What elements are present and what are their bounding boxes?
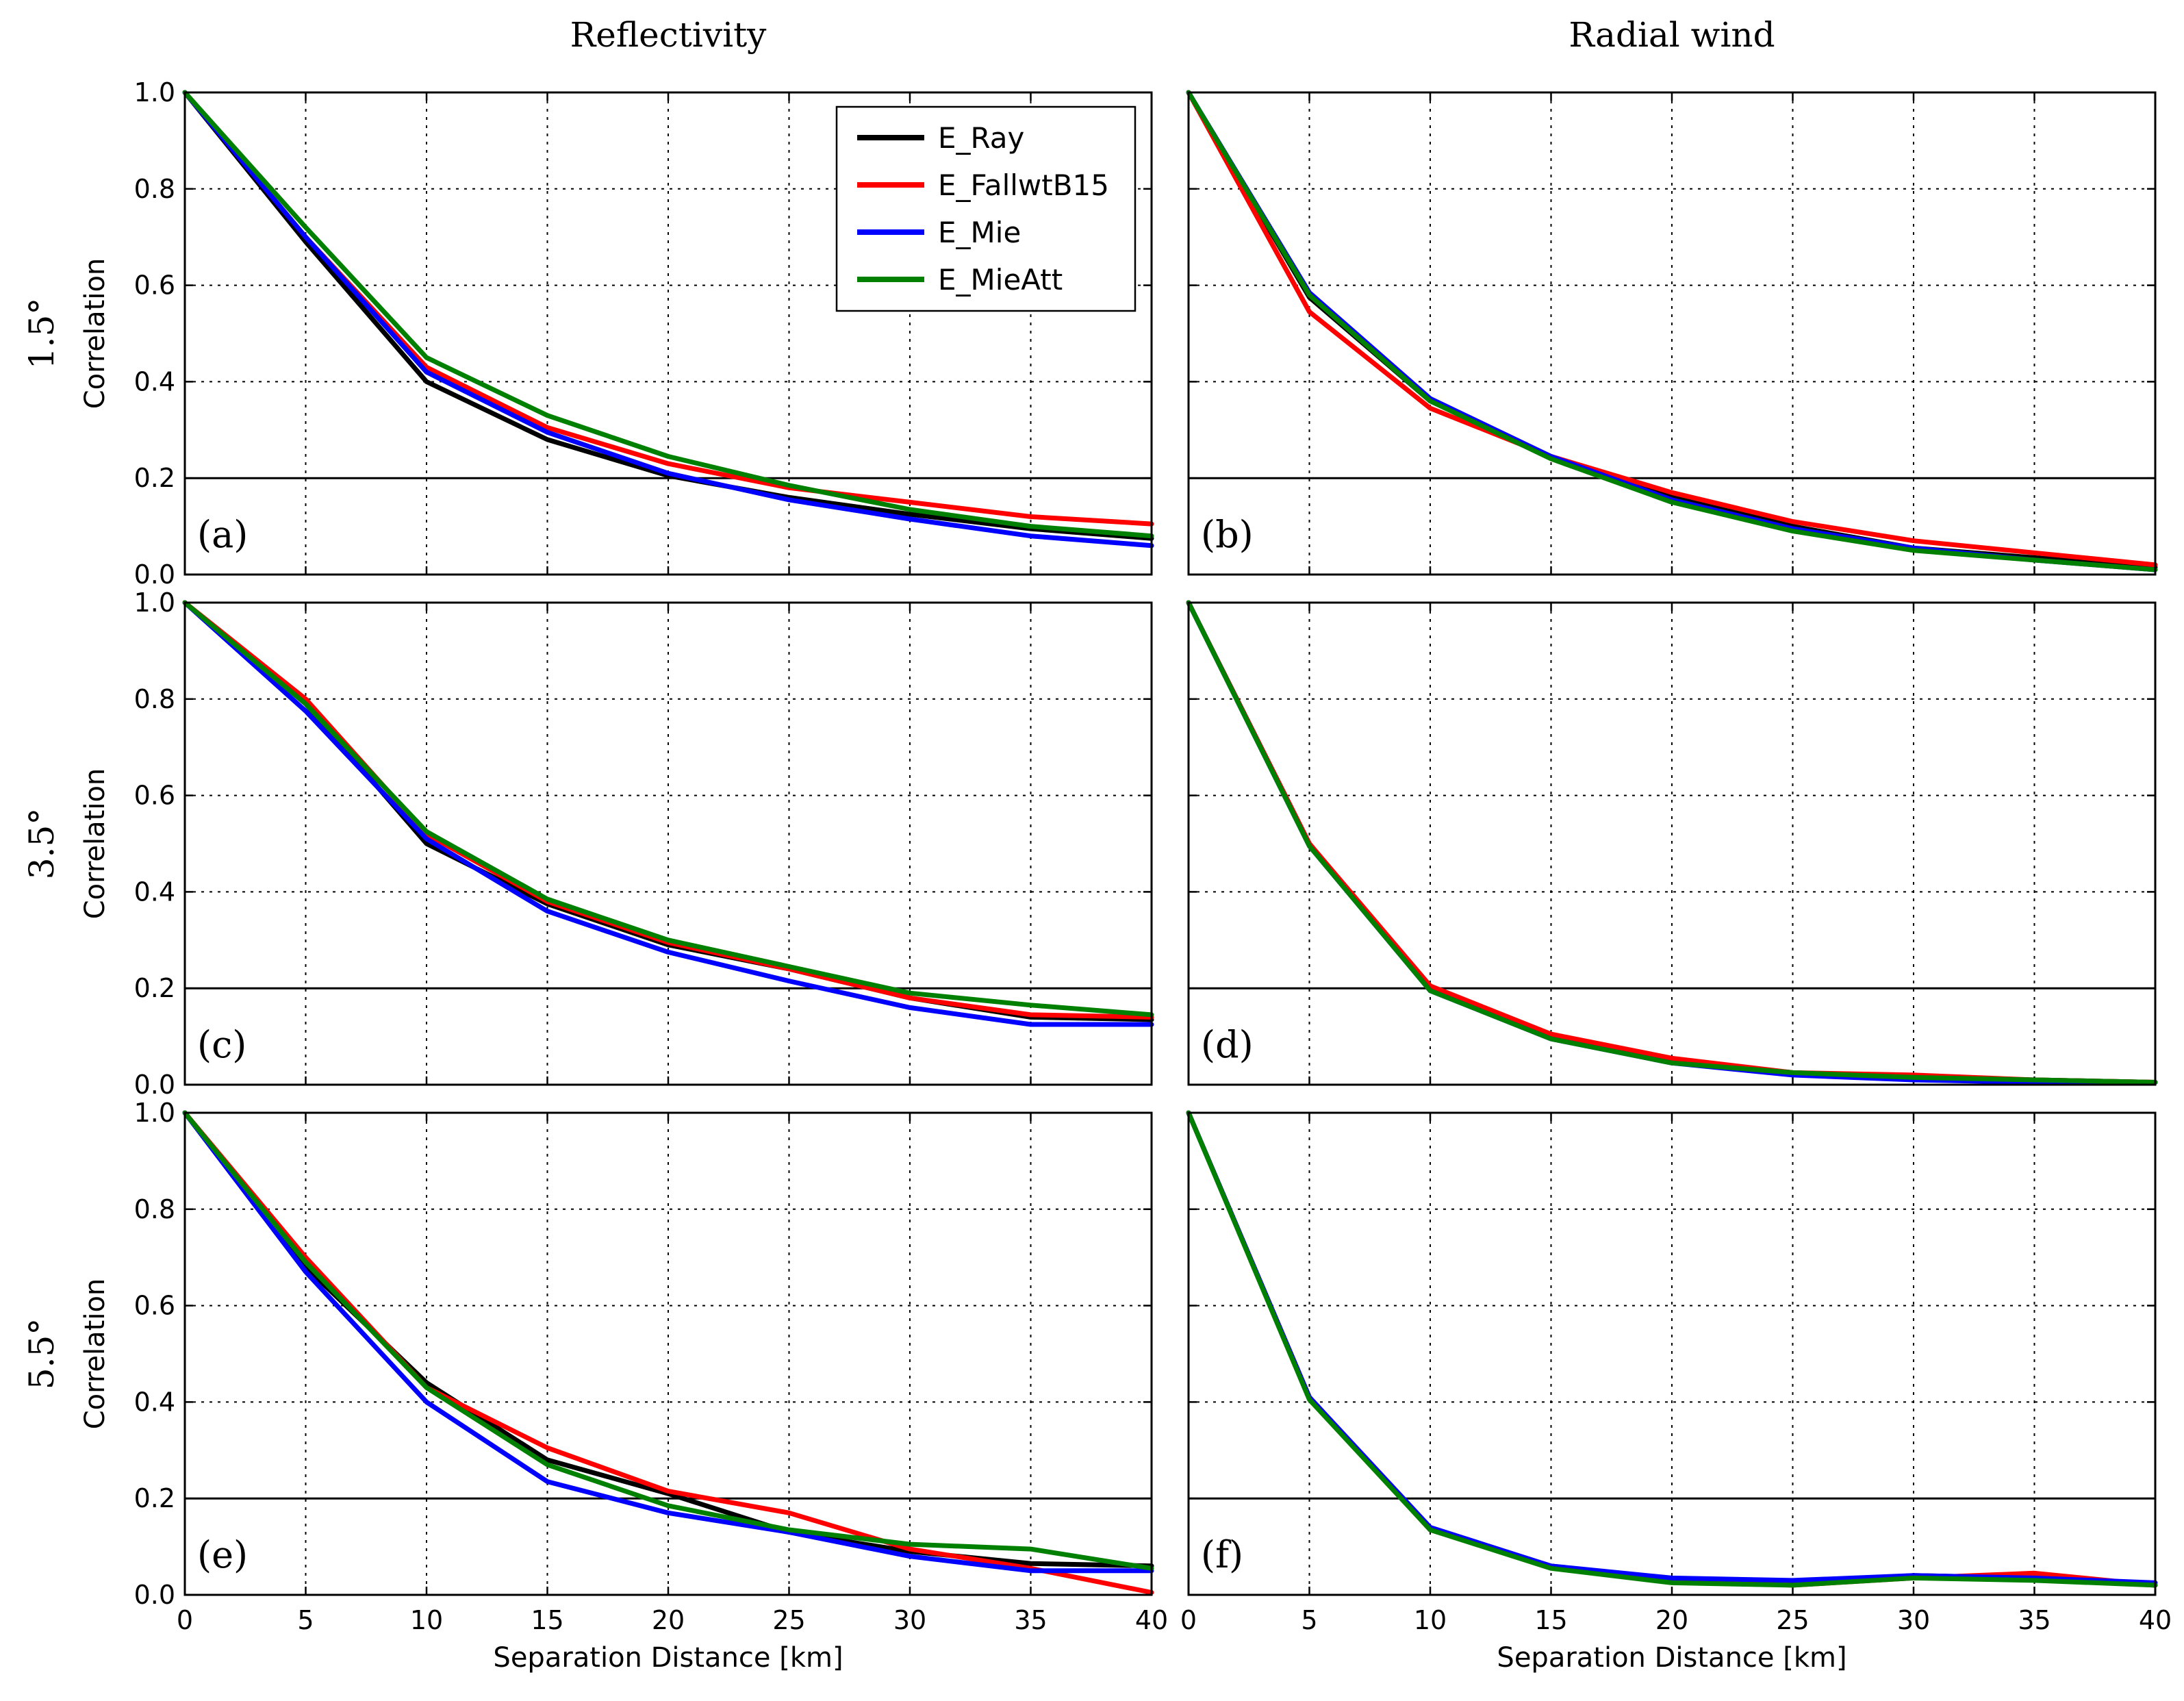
legend-label: E_Mie xyxy=(938,216,1021,249)
x-tick-label: 40 xyxy=(2139,1605,2172,1635)
x-tick-label: 15 xyxy=(531,1605,563,1635)
series-line-e-mie xyxy=(182,1110,1154,1574)
series-line-e-fallwtb15 xyxy=(1186,1110,2158,1588)
series-line-e-mieatt xyxy=(1186,1110,2158,1588)
x-tick-label: 20 xyxy=(1655,1605,1688,1635)
y-tick-label: 0.2 xyxy=(134,463,175,493)
y-tick-label: 0.4 xyxy=(134,877,175,907)
legend-label: E_Ray xyxy=(938,121,1024,155)
y-tick-label: 0.8 xyxy=(134,174,175,204)
y-tick-label: 0.8 xyxy=(134,1194,175,1224)
panel-a: 0.0 0.2 0.4 0.6 0.8 1.0 Correlation (a) E_Ray E_F… xyxy=(79,77,1154,590)
panel-b: (b) xyxy=(1186,90,2158,576)
x-tick-label: 40 xyxy=(1135,1605,1168,1635)
column-title-reflectivity: Reflectivity xyxy=(570,15,767,55)
y-tick-label: 0.0 xyxy=(134,1070,175,1100)
series-line-e-mieatt xyxy=(182,1110,1154,1571)
panel-e: 0.0 0.2 0.4 0.6 0.8 1.0 0 5 10 15 20 25 30 35 40 Separa… xyxy=(79,1098,1168,1674)
panel-label: (a) xyxy=(197,513,248,556)
series-line-e-mieatt xyxy=(1186,600,2158,1085)
y-tick-label: 0.8 xyxy=(134,684,175,714)
y-tick-label: 0.2 xyxy=(134,973,175,1003)
panel-label: (e) xyxy=(197,1533,248,1576)
x-axis-label: Separation Distance [km] xyxy=(493,1642,843,1674)
plot-frame xyxy=(183,601,1153,1086)
column-title-radial-wind: Radial wind xyxy=(1569,15,1775,55)
series-line-e-mieatt xyxy=(1186,90,2158,572)
y-tick-label: 1.0 xyxy=(134,588,175,618)
y-tick-label: 0.4 xyxy=(134,366,175,396)
series-line-e-mieatt xyxy=(182,90,1154,539)
plot-frame xyxy=(1187,1111,2157,1596)
y-axis-label: Correlation xyxy=(79,1278,111,1430)
y-tick-label: 0.2 xyxy=(134,1483,175,1513)
x-tick-label: 25 xyxy=(1776,1605,1809,1635)
x-tick-label: 10 xyxy=(1414,1605,1447,1635)
panel-label: (d) xyxy=(1201,1023,1254,1066)
y-axis-label: Correlation xyxy=(79,768,111,920)
y-tick-label: 0.0 xyxy=(134,559,175,590)
x-tick-label: 0 xyxy=(177,1605,193,1635)
x-axis-label: Separation Distance [km] xyxy=(1497,1642,1846,1674)
x-tick-label: 10 xyxy=(410,1605,443,1635)
plot-frame xyxy=(1187,601,2157,1086)
x-tick-label: 25 xyxy=(772,1605,805,1635)
panel-f: 0 5 10 15 20 25 30 35 40 Separation Distance [km]… xyxy=(1180,1110,2172,1674)
x-tick-label: 5 xyxy=(1301,1605,1317,1635)
y-tick-label: 0.4 xyxy=(134,1387,175,1417)
y-tick-label: 0.6 xyxy=(134,781,175,811)
x-tick-label: 35 xyxy=(1014,1605,1047,1635)
panel-label: (f) xyxy=(1201,1533,1243,1576)
series-line-e-ray xyxy=(1186,1110,2158,1588)
panel-label: (b) xyxy=(1201,513,1254,556)
y-tick-label: 0.0 xyxy=(134,1580,175,1610)
panel-label: (c) xyxy=(197,1023,246,1066)
series-line-e-fallwtb15 xyxy=(1186,90,2158,568)
row-title-3: 5.5° xyxy=(22,1318,62,1390)
x-tick-label: 35 xyxy=(2018,1605,2050,1635)
plot-frame xyxy=(1187,91,2157,576)
x-tick-label: 20 xyxy=(652,1605,685,1635)
x-tick-label: 30 xyxy=(893,1605,926,1635)
x-tick-label: 15 xyxy=(1534,1605,1567,1635)
row-title-1: 1.5° xyxy=(22,298,62,370)
legend-label: E_FallwtB15 xyxy=(938,168,1109,202)
legend-label: E_MieAtt xyxy=(938,263,1063,297)
panel-c: 0.0 0.2 0.4 0.6 0.8 1.0 Correlation (c) xyxy=(79,588,1154,1100)
y-tick-label: 1.0 xyxy=(134,1098,175,1128)
x-tick-label: 5 xyxy=(297,1605,314,1635)
legend: E_Ray E_FallwtB15 E_Mie E_MieAtt xyxy=(835,105,1137,312)
plot-frame xyxy=(183,91,1153,576)
y-tick-label: 1.0 xyxy=(134,77,175,108)
y-tick-label: 0.6 xyxy=(134,270,175,301)
plot-frame xyxy=(183,1111,1153,1596)
panel-d: (d) xyxy=(1186,600,2158,1086)
y-tick-label: 0.6 xyxy=(134,1291,175,1321)
series-line-e-mie xyxy=(182,90,1154,549)
y-axis-label: Correlation xyxy=(79,258,111,410)
series-line-e-mie xyxy=(1186,1110,2158,1585)
series-line-e-mie xyxy=(182,600,1154,1027)
row-title-2: 3.5° xyxy=(22,808,62,880)
series-line-e-mieatt xyxy=(182,600,1154,1018)
x-tick-label: 30 xyxy=(1897,1605,1930,1635)
x-tick-label: 0 xyxy=(1180,1605,1197,1635)
